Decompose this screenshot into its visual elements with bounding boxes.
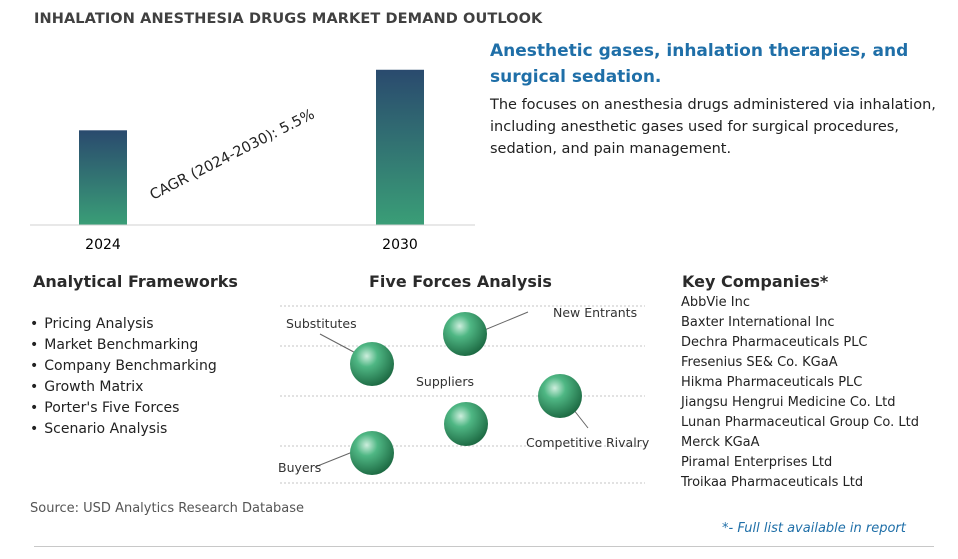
bar-chart: 2024 2030 CAGR (2024-2030): 5.5% xyxy=(30,69,475,253)
framework-item: Company Benchmarking xyxy=(30,356,216,377)
framework-item: Pricing Analysis xyxy=(30,314,217,335)
label-substitutes: Substitutes xyxy=(286,316,357,331)
source-note: Source: USD Analytics Research Database xyxy=(30,501,305,516)
framework-item: Scenario Analysis xyxy=(30,419,217,440)
sphere-substitutes xyxy=(350,342,394,386)
companies-heading: Key Companies* xyxy=(682,272,829,291)
frameworks-list: Pricing Analysis Market Benchmarking Com… xyxy=(30,314,217,440)
frameworks-heading: Analytical Frameworks xyxy=(33,272,238,291)
bottom-divider xyxy=(34,546,934,547)
company-item: Piramal Enterprises Ltd xyxy=(681,455,833,470)
company-item: Merck KGaA xyxy=(681,435,760,450)
sphere-competitive-rivalry xyxy=(538,374,582,418)
company-item: Lunan Pharmaceutical Group Co. Ltd xyxy=(681,415,919,430)
sphere-suppliers xyxy=(444,402,488,446)
dashed-separators xyxy=(280,305,645,484)
companies-list: AbbVie Inc Baxter International Inc Dech… xyxy=(681,293,919,493)
bar-2024 xyxy=(79,130,127,225)
label-suppliers: Suppliers xyxy=(416,374,474,389)
full-list-footnote: *- Full list available in report xyxy=(722,521,906,536)
five-forces-heading: Five Forces Analysis xyxy=(369,272,552,291)
company-item: Dechra Pharmaceuticals PLC xyxy=(681,335,868,350)
framework-item: Market Benchmarking xyxy=(30,335,217,356)
bar-2030 xyxy=(376,69,424,225)
five-forces-diagram: Substitutes New Entrants Suppliers Compe… xyxy=(278,305,650,484)
sphere-buyers xyxy=(350,431,394,475)
company-item: Troikaa Pharmaceuticals Ltd xyxy=(681,475,864,490)
company-item: Jiangsu Hengrui Medicine Co. Ltd xyxy=(681,395,896,410)
company-item: Baxter International Inc xyxy=(681,315,835,330)
framework-item: Porter's Five Forces xyxy=(30,398,217,419)
label-new-entrants: New Entrants xyxy=(553,305,637,320)
headline: Anesthetic gases, inhalation therapies, … xyxy=(490,41,909,87)
label-competitive-rivalry: Competitive Rivalry xyxy=(526,435,650,450)
sphere-new-entrants xyxy=(443,312,487,356)
company-item: Fresenius SE& Co. KGaA xyxy=(681,355,838,370)
framework-item: Growth Matrix xyxy=(30,377,217,398)
company-item: AbbVie Inc xyxy=(681,295,750,310)
description: The focuses on anesthesia drugs administ… xyxy=(490,97,936,157)
x-tick-label-2024: 2024 xyxy=(85,237,121,253)
cagr-annotation: CAGR (2024-2030): 5.5% xyxy=(148,107,318,204)
page-title: INHALATION ANESTHESIA DRUGS MARKET DEMAN… xyxy=(34,11,543,27)
label-buyers: Buyers xyxy=(278,460,321,475)
x-tick-label-2030: 2030 xyxy=(382,237,418,253)
company-item: Hikma Pharmaceuticals PLC xyxy=(681,375,863,390)
